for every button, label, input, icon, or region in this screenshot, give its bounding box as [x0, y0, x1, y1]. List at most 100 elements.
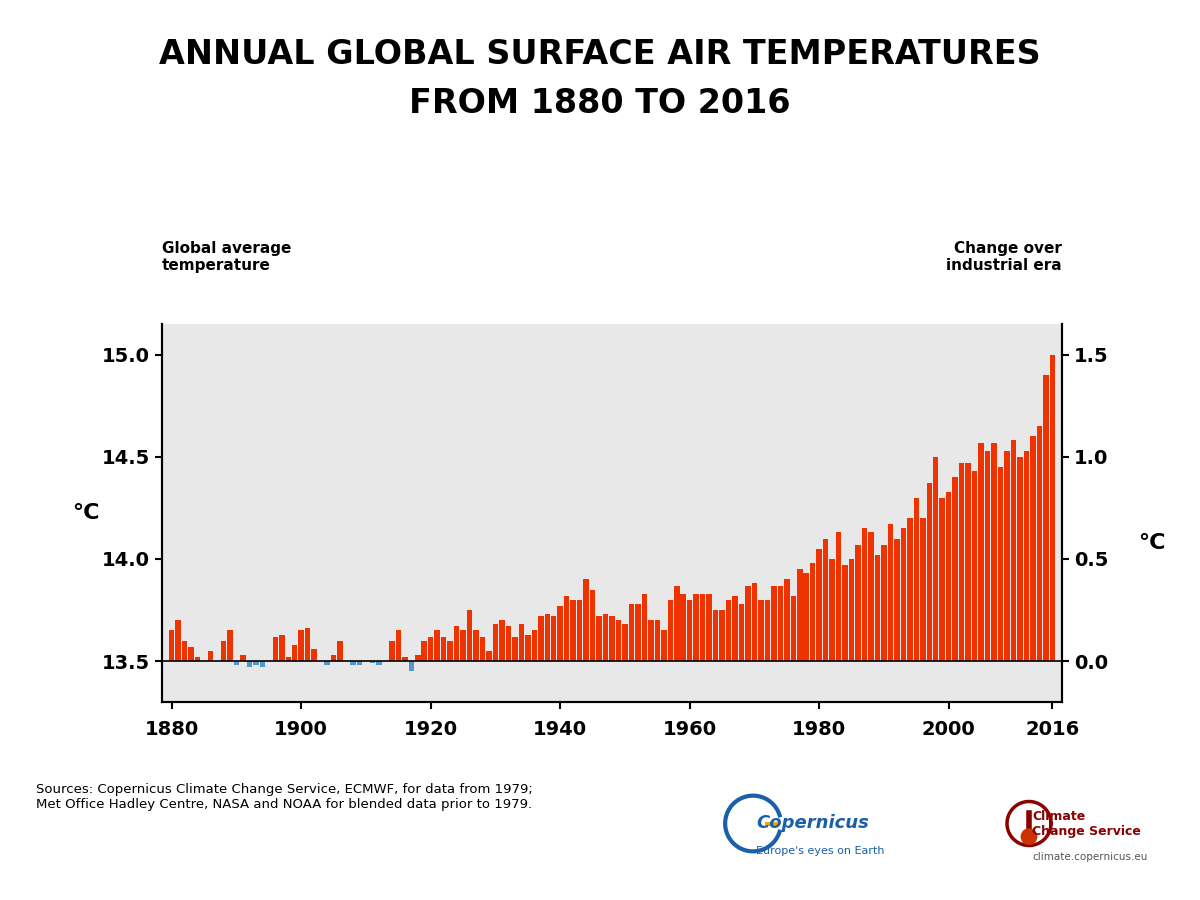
- Bar: [700, 594, 706, 662]
- Bar: [654, 620, 660, 662]
- Bar: [312, 649, 317, 662]
- Bar: [396, 631, 401, 662]
- Bar: [978, 443, 984, 662]
- Bar: [240, 655, 246, 661]
- Bar: [648, 620, 654, 662]
- Bar: [583, 580, 589, 662]
- Bar: [642, 594, 647, 662]
- Bar: [985, 451, 990, 662]
- Bar: [694, 594, 698, 662]
- Text: Global average
temperature: Global average temperature: [162, 241, 292, 274]
- Bar: [493, 625, 498, 662]
- Bar: [907, 518, 912, 662]
- Bar: [758, 599, 763, 661]
- Bar: [869, 533, 874, 662]
- Bar: [836, 533, 841, 662]
- Bar: [467, 610, 473, 662]
- Bar: [305, 628, 311, 662]
- Bar: [764, 599, 770, 661]
- Bar: [946, 491, 952, 662]
- Bar: [577, 599, 582, 661]
- Bar: [797, 569, 803, 662]
- Bar: [389, 641, 395, 662]
- Bar: [616, 620, 622, 662]
- Bar: [920, 518, 925, 662]
- Bar: [888, 524, 893, 662]
- Bar: [175, 620, 181, 662]
- Bar: [816, 549, 822, 662]
- Bar: [622, 625, 628, 662]
- Bar: [564, 596, 570, 662]
- Bar: [421, 641, 427, 662]
- Bar: [473, 631, 479, 662]
- Bar: [428, 636, 433, 662]
- Bar: [376, 662, 382, 665]
- Text: °C: °C: [72, 503, 100, 523]
- Bar: [856, 544, 860, 662]
- Bar: [331, 655, 336, 661]
- Bar: [512, 636, 517, 662]
- Bar: [486, 651, 492, 661]
- Bar: [1043, 375, 1049, 662]
- Bar: [526, 634, 530, 662]
- Text: climate.copernicus.eu: climate.copernicus.eu: [1032, 851, 1147, 862]
- Bar: [1004, 451, 1009, 662]
- Bar: [707, 594, 712, 662]
- Bar: [1037, 427, 1042, 662]
- Bar: [1024, 451, 1030, 662]
- Bar: [505, 626, 511, 662]
- Bar: [784, 580, 790, 662]
- Bar: [810, 563, 816, 662]
- Bar: [686, 599, 692, 661]
- Bar: [454, 626, 460, 662]
- Bar: [208, 651, 214, 661]
- Bar: [570, 599, 576, 661]
- Bar: [518, 625, 524, 662]
- Bar: [745, 586, 751, 662]
- Bar: [713, 610, 719, 662]
- Bar: [629, 604, 634, 662]
- Bar: [590, 590, 595, 662]
- Bar: [194, 657, 200, 662]
- Text: Change over
industrial era: Change over industrial era: [947, 241, 1062, 274]
- Bar: [726, 599, 731, 661]
- Bar: [940, 498, 944, 662]
- Bar: [1018, 457, 1022, 662]
- Bar: [1010, 440, 1016, 662]
- Bar: [337, 641, 343, 662]
- Bar: [448, 641, 452, 662]
- Bar: [881, 544, 887, 662]
- Bar: [972, 471, 977, 662]
- Bar: [667, 599, 673, 661]
- Bar: [680, 594, 686, 662]
- Bar: [965, 463, 971, 662]
- Bar: [234, 662, 239, 665]
- Bar: [829, 559, 835, 662]
- Bar: [791, 596, 796, 662]
- Bar: [719, 610, 725, 662]
- Bar: [823, 538, 828, 662]
- Bar: [169, 631, 174, 662]
- Bar: [997, 467, 1003, 662]
- Bar: [480, 636, 485, 662]
- Bar: [894, 538, 900, 662]
- Bar: [324, 662, 330, 665]
- Bar: [913, 498, 919, 662]
- Bar: [415, 655, 420, 661]
- Bar: [862, 528, 868, 662]
- Text: Sources: Copernicus Climate Change Service, ECMWF, for data from 1979;
Met Offic: Sources: Copernicus Climate Change Servi…: [36, 783, 533, 811]
- Bar: [875, 555, 881, 662]
- Bar: [499, 620, 505, 662]
- Bar: [772, 586, 776, 662]
- Bar: [804, 573, 809, 661]
- Bar: [259, 662, 265, 667]
- Bar: [926, 483, 932, 662]
- Bar: [227, 631, 233, 662]
- Bar: [221, 641, 227, 662]
- Bar: [932, 457, 938, 662]
- Circle shape: [1021, 829, 1037, 844]
- Bar: [751, 583, 757, 662]
- Bar: [292, 644, 298, 662]
- Text: FROM 1880 TO 2016: FROM 1880 TO 2016: [409, 87, 791, 120]
- Bar: [280, 634, 284, 662]
